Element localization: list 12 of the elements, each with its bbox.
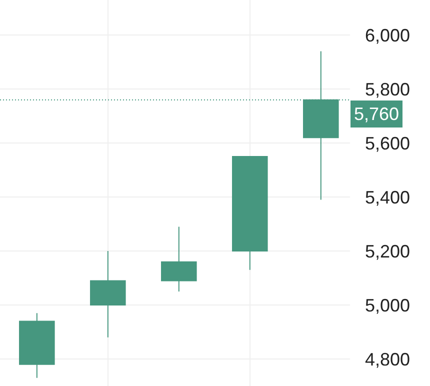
y-tick-label: 5,600 [365,133,410,154]
candlestick [232,156,268,270]
candlestick [161,226,197,292]
candlestick [19,312,55,378]
y-tick-label: 4,800 [365,349,410,370]
y-tick-label: 5,400 [365,187,410,208]
y-tick-label: 5,200 [365,241,410,262]
y-tick-label: 5,800 [365,79,410,100]
ref-line-label: 5,760 [354,104,400,124]
y-tick-label: 6,000 [365,25,410,46]
y-tick-label: 5,000 [365,295,410,316]
candlestick [90,250,126,338]
